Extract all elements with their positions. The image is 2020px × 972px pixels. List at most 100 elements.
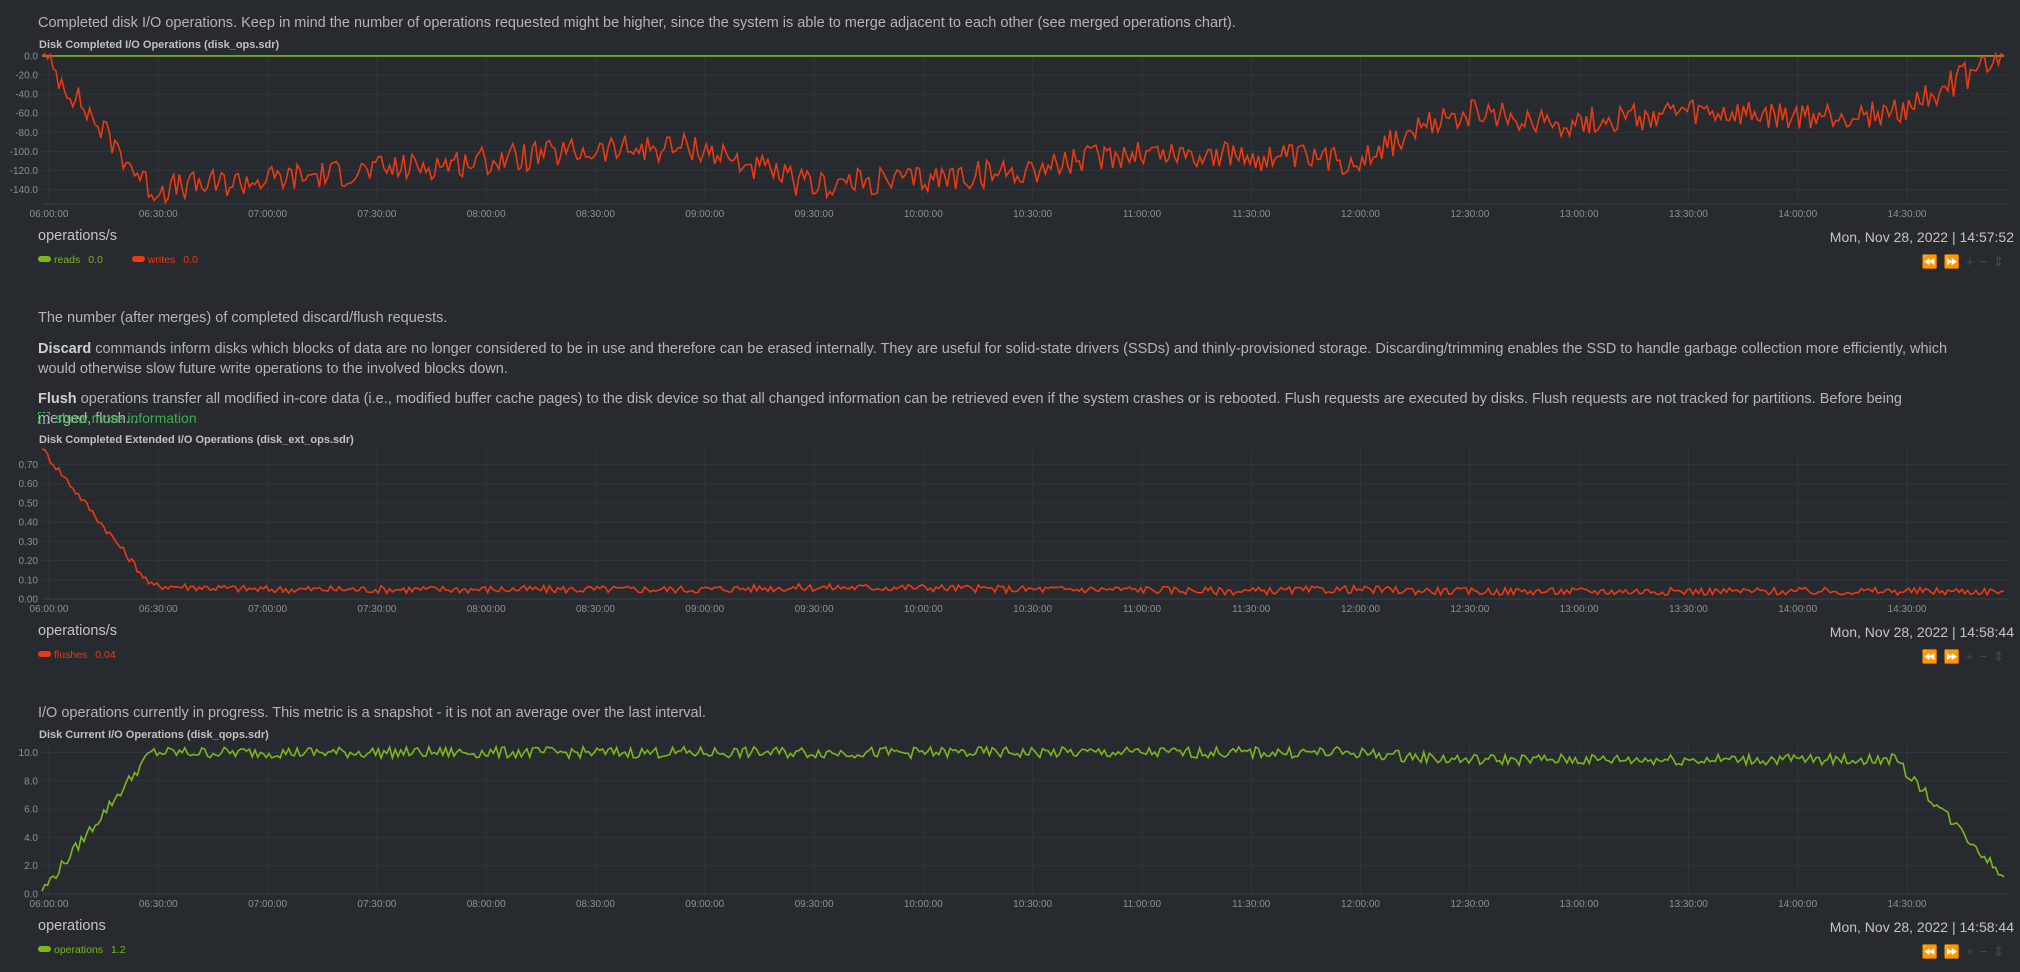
y-tick-label: -80.0 [15,128,38,139]
x-tick-label: 08:00:00 [467,899,506,910]
x-tick-label: 13:00:00 [1560,604,1599,615]
x-tick-label: 12:30:00 [1450,899,1489,910]
x-tick-label: 14:00:00 [1778,604,1817,615]
y-tick-label: -40.0 [15,90,38,101]
flush-body: operations transfer all modified in-core… [38,391,1902,427]
chart3-units: operations [38,918,106,934]
legend-item-flushes[interactable]: flushes 0.04 [38,649,116,661]
x-tick-label: 13:00:00 [1560,209,1599,220]
x-tick-label: 09:30:00 [795,899,834,910]
rewind-icon[interactable]: ⏪ [1921,649,1940,664]
series-line-operations [41,744,2005,892]
x-tick-label: 06:00:00 [30,899,69,910]
x-tick-label: 08:30:00 [576,604,615,615]
rewind-icon[interactable]: ⏪ [1921,254,1940,269]
y-tick-label: -60.0 [15,109,38,120]
chart3-toolbar: ⏪ ⏩ + − ⇕ [1918,944,2006,960]
discard-body: commands inform disks which blocks of da… [38,341,1948,377]
x-tick-label: 12:30:00 [1450,604,1489,615]
discard-label: Discard [38,341,92,357]
fast-forward-icon[interactable]: ⏩ [1943,649,1962,664]
y-tick-label: -120.0 [10,166,39,177]
x-tick-label: 11:00:00 [1123,209,1162,220]
x-tick-label: 07:00:00 [248,899,287,910]
x-tick-label: 06:30:00 [139,604,178,615]
x-tick-label: 07:00:00 [248,604,287,615]
y-tick-label: 0.70 [19,460,39,471]
chart2-legend: flushes 0.04 [38,649,142,661]
chart2-plot[interactable]: 0.00 0.10 0.20 0.30 0.40 0.50 0.60 0.70 06:00:00… [0,443,2020,623]
x-tick-label: 14:00:00 [1778,209,1817,220]
zoom-out-icon[interactable]: − [1979,254,1990,269]
chart3-description: I/O operations currently in progress. Th… [38,705,706,721]
chart3-timestamp: Mon, Nov 28, 2022 | 14:58:44 [1830,919,2014,935]
y-tick-label: 0.20 [19,556,39,567]
legend-swatch [38,256,51,262]
chart1-title: Disk Completed I/O Operations (disk_ops.… [39,39,280,51]
x-tick-label: 10:30:00 [1013,209,1052,220]
x-tick-label: 13:00:00 [1560,899,1599,910]
x-tick-label: 13:30:00 [1669,209,1708,220]
chart2-timestamp: Mon, Nov 28, 2022 | 14:58:44 [1830,624,2014,640]
resize-icon[interactable]: ⇕ [1993,944,2006,959]
timestamp-separator: | [1951,624,1956,640]
y-tick-label: 10.0 [19,748,39,759]
x-tick-label: 09:30:00 [795,604,834,615]
x-tick-label: 08:00:00 [467,209,506,220]
resize-icon[interactable]: ⇕ [1993,649,2006,664]
timestamp-date: Mon, Nov 28, 2022 [1829,624,1949,640]
x-tick-label: 07:00:00 [248,209,287,220]
x-tick-label: 12:00:00 [1341,899,1380,910]
timestamp-separator: | [1951,229,1956,245]
timestamp-separator: | [1951,919,1956,935]
zoom-out-icon[interactable]: − [1979,944,1990,959]
legend-item-reads[interactable]: reads 0.0 [38,254,103,266]
x-tick-label: 11:30:00 [1232,604,1271,615]
zoom-in-icon[interactable]: + [1965,649,1976,664]
chart1-toolbar: ⏪ ⏩ + − ⇕ [1918,254,2006,270]
x-tick-label: 10:30:00 [1013,604,1052,615]
x-tick-label: 06:30:00 [139,899,178,910]
y-tick-label: -20.0 [15,71,38,82]
zoom-out-icon[interactable]: − [1979,649,1990,664]
legend-label: flushes [54,649,88,661]
chart3-plot[interactable]: 0.0 2.0 4.0 6.0 8.0 10.0 06:00:00 06:30:00 07:00… [0,738,2020,918]
fast-forward-icon[interactable]: ⏩ [1943,254,1962,269]
x-tick-label: 08:30:00 [576,209,615,220]
x-tick-label: 09:00:00 [685,899,724,910]
x-tick-label: 08:00:00 [467,604,506,615]
chart1-plot[interactable]: 0.0 -20.0 -40.0 -60.0 -80.0 -100.0 -120.0 -140.… [0,48,2020,228]
legend-item-operations[interactable]: operations 1.2 [38,944,126,956]
x-tick-label: 06:00:00 [30,209,69,220]
y-tick-label: -100.0 [10,147,39,158]
x-tick-label: 12:00:00 [1341,604,1380,615]
x-tick-label: 07:30:00 [357,899,396,910]
flush-label: Flush [38,391,77,407]
x-tick-label: 14:00:00 [1778,899,1817,910]
y-tick-label: 0.40 [19,518,39,529]
legend-label: reads [54,254,81,266]
series-line-writes [41,51,2005,205]
timestamp-time: 14:57:52 [1959,229,2015,245]
chart2-description: The number (after merges) of completed d… [38,310,448,326]
y-tick-label: 6.0 [24,805,38,816]
chart1-legend: reads 0.0 writes 0.0 [38,254,224,266]
timestamp-time: 14:58:44 [1959,919,2015,935]
show-more-link[interactable]: show more information [38,410,197,426]
chart2-discard-text: Discard commands inform disks which bloc… [38,339,1958,379]
legend-swatch [131,256,145,262]
chart3-legend: operations 1.2 [38,944,152,956]
zoom-in-icon[interactable]: + [1965,944,1976,959]
x-tick-label: 06:00:00 [30,604,69,615]
fast-forward-icon[interactable]: ⏩ [1943,944,1962,959]
x-tick-label: 09:00:00 [685,209,724,220]
chart1-timestamp: Mon, Nov 28, 2022 | 14:57:52 [1830,229,2014,245]
show-more-label: show more information [55,410,197,426]
zoom-in-icon[interactable]: + [1965,254,1976,269]
chart1-description: Completed disk I/O operations. Keep in m… [38,15,1236,31]
legend-item-writes[interactable]: writes 0.0 [131,254,198,266]
x-tick-label: 10:30:00 [1013,899,1052,910]
chart2-toolbar: ⏪ ⏩ + − ⇕ [1918,649,2006,665]
resize-icon[interactable]: ⇕ [1993,254,2006,269]
rewind-icon[interactable]: ⏪ [1921,944,1940,959]
